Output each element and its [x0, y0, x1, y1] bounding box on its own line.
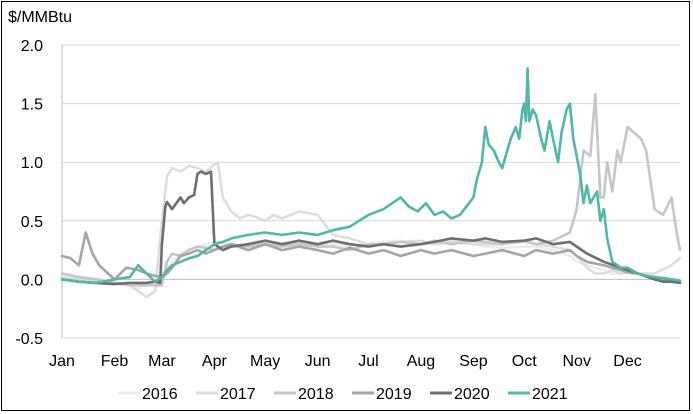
x-tick-labels: Jan Feb Mar Apr May Jun Jul Aug Sep Oct Nov Dec	[49, 353, 642, 370]
legend: 2016 2017 2018 2019 2020 2021	[118, 386, 568, 403]
series-line-2021	[60, 67, 682, 285]
x-tick-label: Jan	[49, 353, 75, 370]
y-tick-label: -0.5	[15, 331, 43, 348]
y-tick-label: 1.0	[21, 155, 43, 172]
y-tick-label: 0.0	[21, 272, 43, 289]
x-tick-label: Jun	[305, 353, 331, 370]
y-tick-labels: 2.0 1.5 1.0 0.5 0.0 -0.5	[15, 38, 43, 348]
x-tick-label: May	[250, 353, 280, 370]
x-tick-label: Nov	[562, 353, 590, 370]
series-line-2020	[60, 170, 682, 286]
legend-label-2016: 2016	[142, 386, 178, 403]
y-axis-label: $/MMBtu	[8, 9, 72, 26]
y-tick-label: 0.5	[21, 214, 43, 231]
y-tick-label: 2.0	[21, 38, 43, 55]
x-tick-label: Aug	[407, 353, 435, 370]
legend-label-2020: 2020	[454, 386, 490, 403]
legend-label-2021: 2021	[532, 386, 568, 403]
legend-label-2019: 2019	[376, 386, 412, 403]
series-lines	[60, 67, 682, 299]
series-line-2019	[60, 231, 682, 285]
x-tick-label: Jul	[358, 353, 378, 370]
legend-label-2017: 2017	[220, 386, 256, 403]
legend-label-2018: 2018	[298, 386, 334, 403]
x-tick-label: Oct	[512, 353, 537, 370]
series-line-2017	[60, 160, 682, 299]
x-tick-label: Apr	[202, 353, 228, 370]
x-tick-label: Sep	[459, 353, 488, 370]
x-tick-label: Feb	[101, 353, 129, 370]
y-tick-label: 1.5	[21, 97, 43, 114]
x-tick-label: Mar	[148, 353, 176, 370]
x-tick-label: Dec	[613, 353, 641, 370]
gridlines	[61, 44, 680, 339]
